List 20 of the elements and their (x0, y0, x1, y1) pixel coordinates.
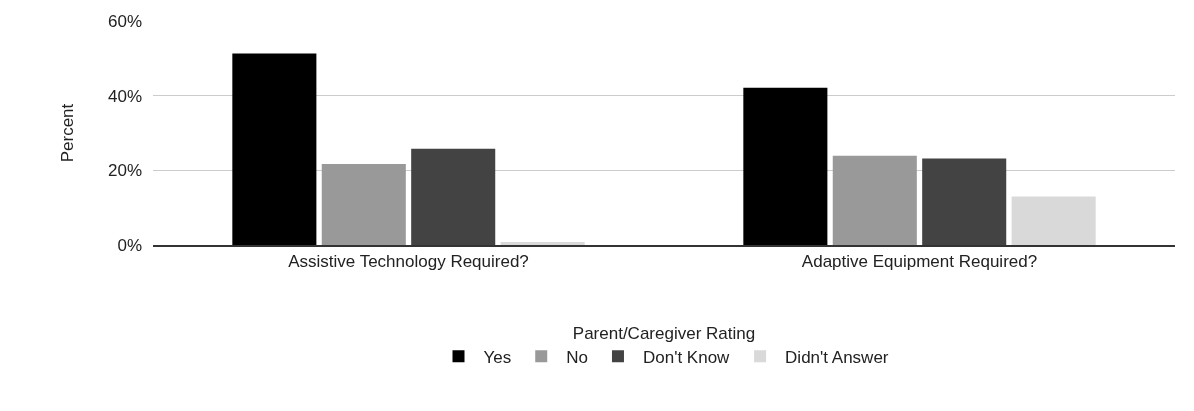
x-tick-label: Assistive Technology Required? (288, 252, 529, 272)
bar (232, 53, 317, 245)
bar (832, 155, 917, 245)
bar (922, 158, 1007, 245)
legend-label: No (566, 347, 588, 367)
y-tick-label: 40% (107, 86, 142, 106)
y-tick-label: 0% (117, 235, 142, 255)
legend-label: Yes (483, 347, 512, 367)
y-tick-label: 60% (107, 11, 142, 31)
y-tick-label: 20% (107, 161, 142, 181)
bar (500, 242, 585, 245)
legend-title: Parent/Caregiver Rating (572, 323, 756, 343)
y-axis-title: Percent (57, 103, 77, 163)
bar (321, 163, 406, 245)
bar (1011, 196, 1096, 245)
bar (743, 87, 828, 245)
legend-label: Didn't Answer (785, 347, 889, 367)
x-tick-label: Adaptive Equipment Required? (801, 252, 1038, 272)
bar (411, 148, 496, 245)
legend-label: Don't Know (642, 347, 731, 367)
